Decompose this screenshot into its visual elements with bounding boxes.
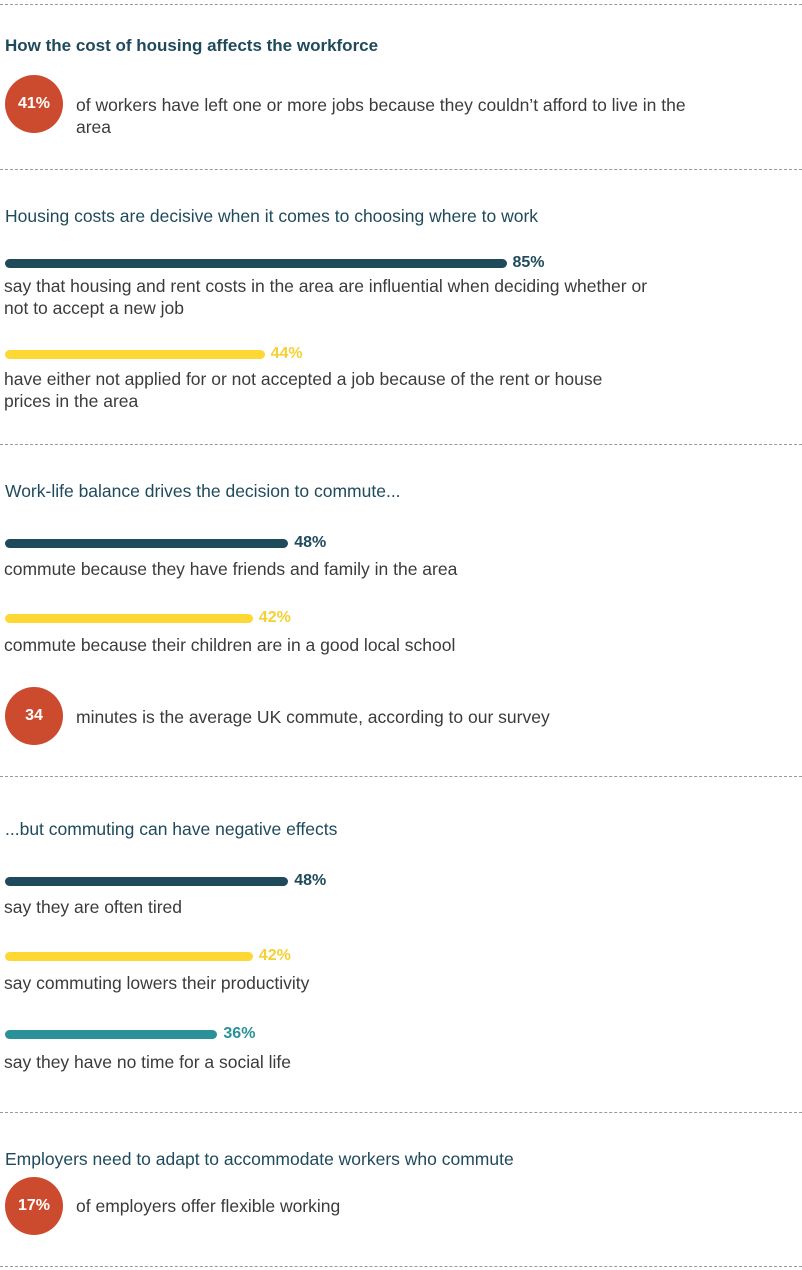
bar-value-42-productivity: 42% [258,947,291,964]
bar-not-applied [5,350,265,359]
bar-text-not-applied: have either not applied for or not accep… [4,369,603,411]
stat-circle-17: 17% [5,1177,63,1235]
bar-friends-family [5,539,289,548]
divider-top [0,4,802,5]
stat-text-left-jobs: of workers have left one or more jobs be… [76,95,686,137]
section-title-housing-decisive: Housing costs are decisive when it comes… [5,206,539,226]
divider-4 [0,1112,802,1113]
bar-text-lowers-productivity: say commuting lowers their productivity [4,973,310,993]
bar-text-friends-family: commute because they have friends and fa… [4,559,458,579]
section-title-employers-adapt: Employers need to adapt to accommodate w… [5,1149,514,1169]
section-title-negative-effects: ...but commuting can have negative effec… [5,819,338,839]
bar-value-85: 85% [512,254,545,271]
stat-text-average-commute: minutes is the average UK commute, accor… [76,707,550,727]
divider-2 [0,444,802,445]
divider-bottom [0,1266,802,1267]
bar-value-42-school: 42% [258,609,291,626]
bar-text-local-school: commute because their children are in a … [4,635,456,655]
bar-text-often-tired: say they are often tired [4,897,183,917]
stat-circle-34: 34 [5,687,63,745]
bar-value-48-tired: 48% [294,872,327,889]
bar-value-36-social: 36% [223,1025,256,1042]
bar-often-tired [5,877,289,886]
bar-no-social-life [5,1030,218,1039]
section-title-work-life-balance: Work-life balance drives the decision to… [5,481,401,501]
bar-local-school [5,614,253,623]
bar-lowers-productivity [5,952,253,961]
bar-value-48-friends: 48% [294,534,327,551]
divider-1 [0,169,802,170]
bar-text-influential-housing: say that housing and rent costs in the a… [4,276,648,318]
section-title-cost-of-housing: How the cost of housing affects the work… [5,36,379,55]
bar-text-no-social-life: say they have no time for a social life [4,1052,291,1072]
bar-value-44: 44% [270,345,303,362]
stat-circle-41: 41% [5,75,63,133]
divider-3 [0,776,802,777]
bar-influential-housing [5,259,507,268]
stat-text-flexible-working: of employers offer flexible working [76,1196,341,1216]
